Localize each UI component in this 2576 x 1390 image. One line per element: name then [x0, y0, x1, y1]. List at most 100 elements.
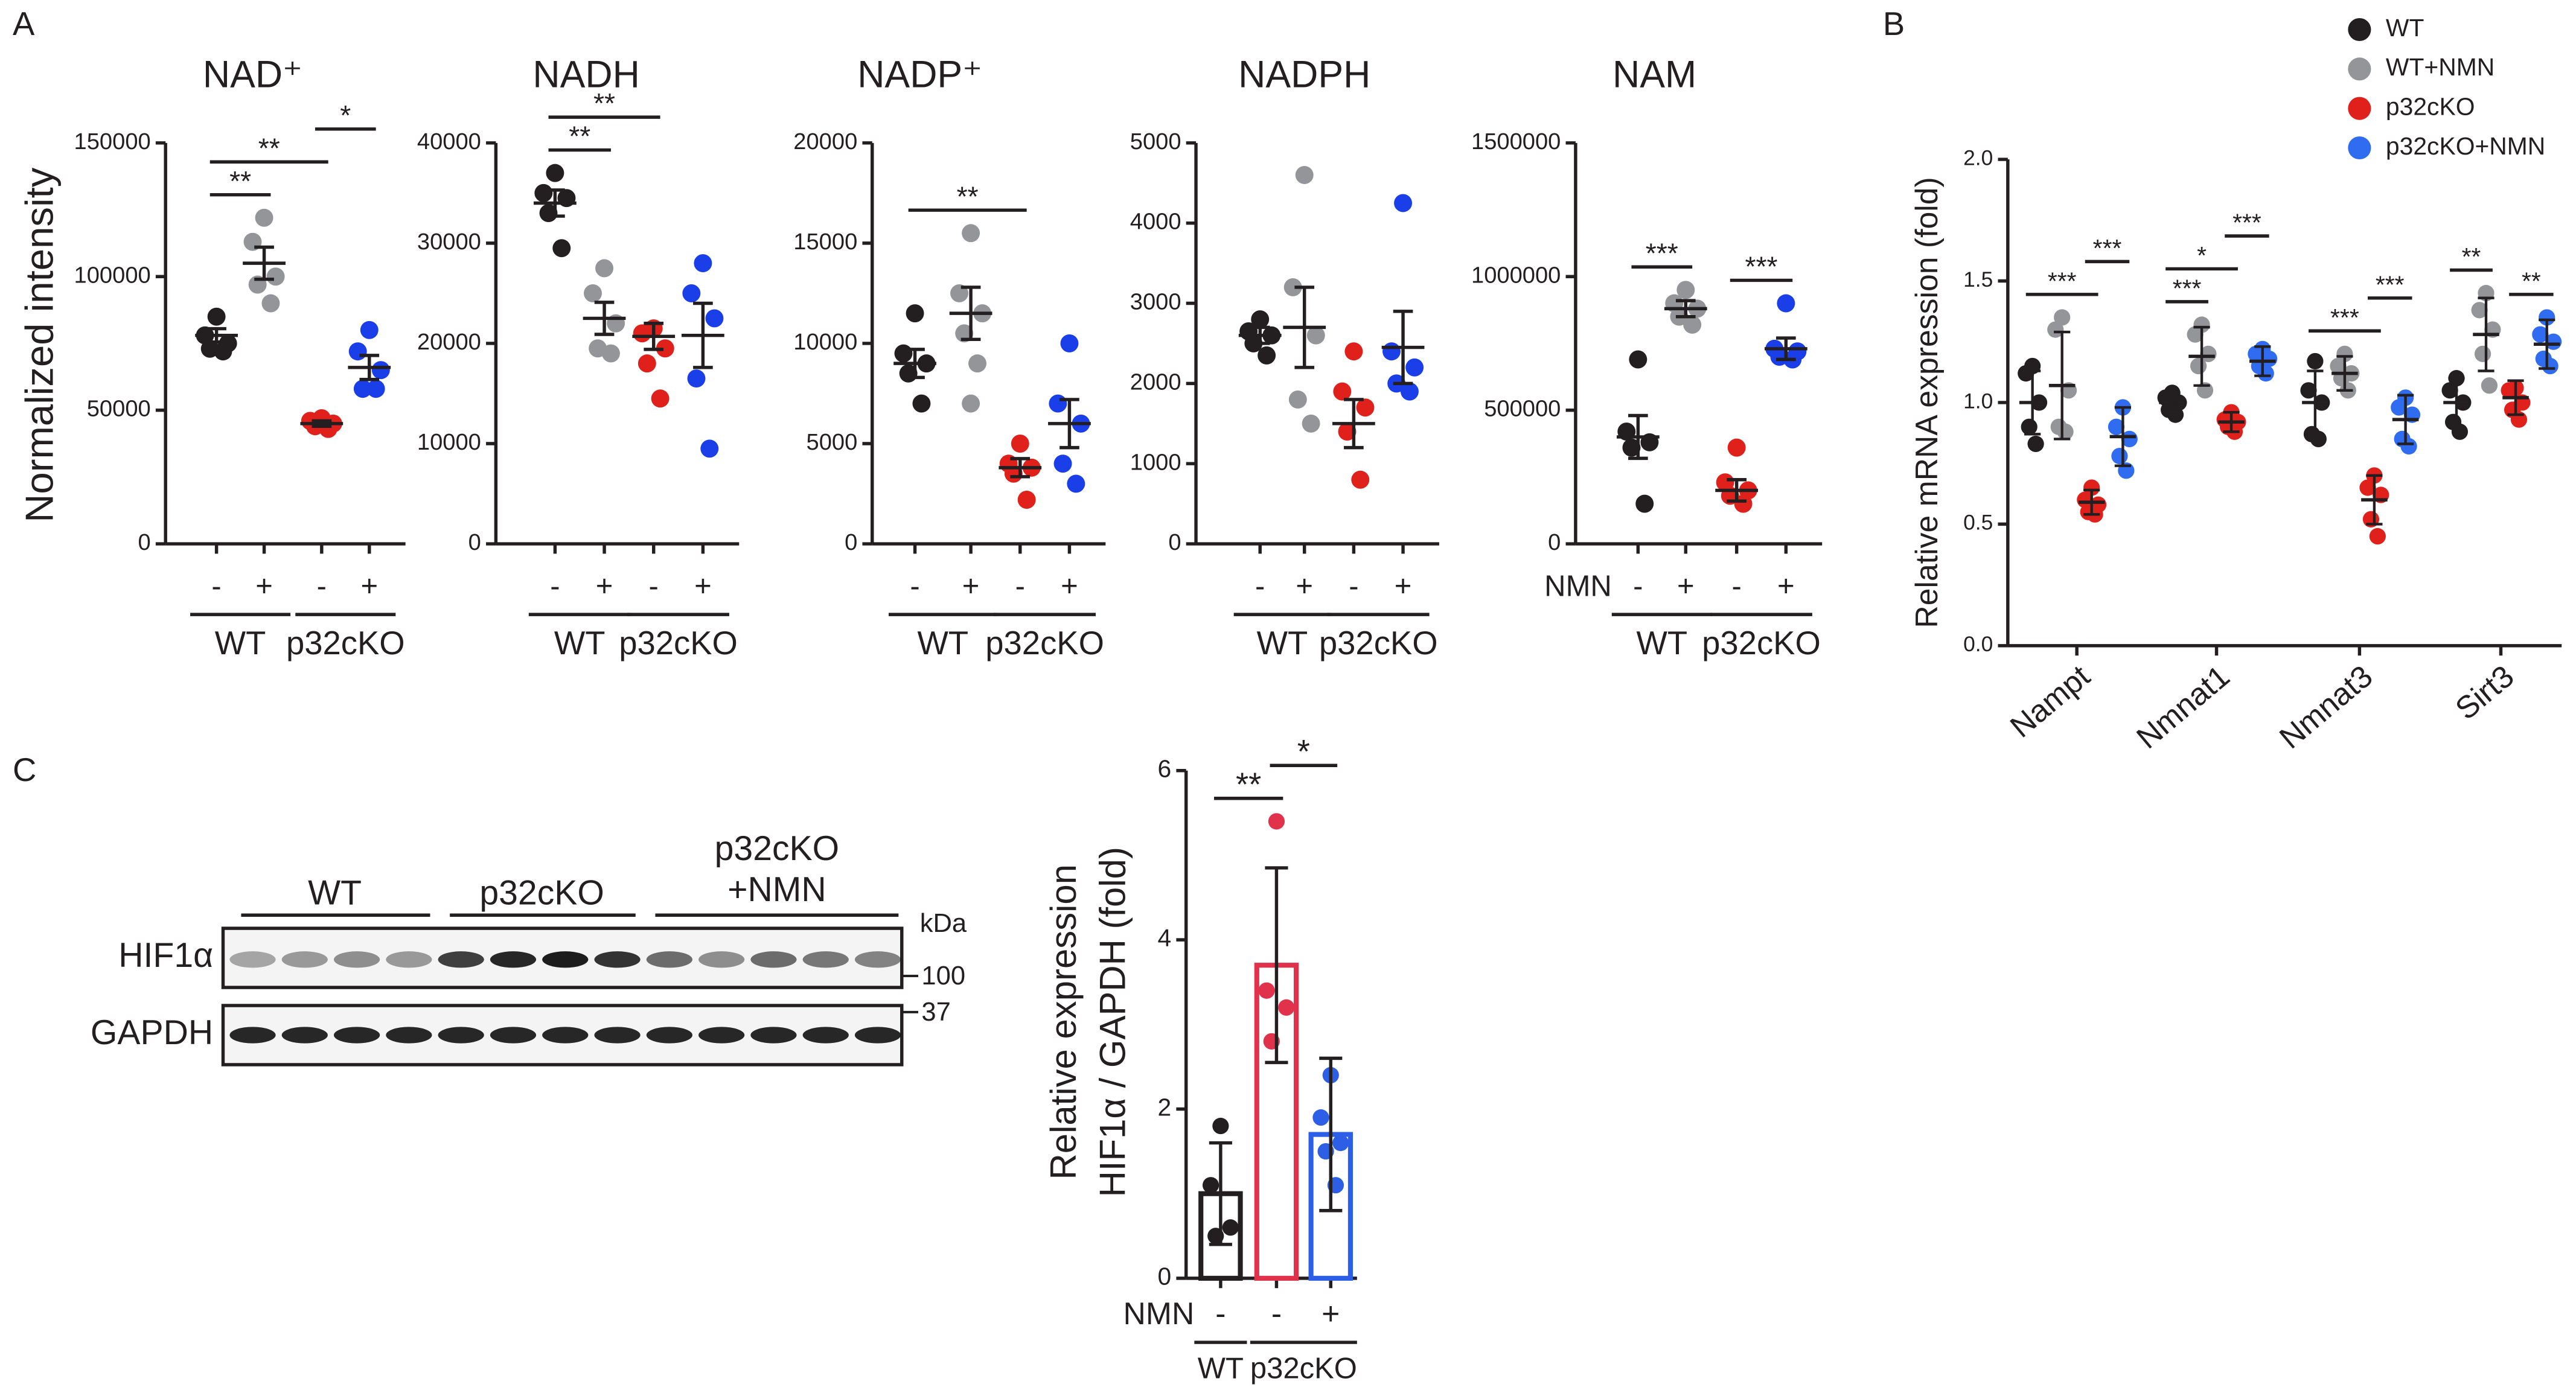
y-tick-label: 2 [1158, 1093, 1172, 1121]
data-point [2167, 406, 2184, 423]
y-tick-label: 4000 [1130, 209, 1181, 235]
band [281, 951, 328, 968]
data-point [1202, 1177, 1219, 1194]
data-point [2111, 447, 2128, 465]
significance-label: ** [2462, 243, 2481, 270]
y-tick-label: 0 [845, 530, 857, 555]
chart-title: NAM [1612, 53, 1696, 95]
x-tick-label: + [360, 570, 378, 602]
group-label: p32cKO [1319, 625, 1438, 662]
y-tick-label: 30000 [417, 229, 481, 255]
band [333, 1027, 380, 1044]
x-tick-label: - [649, 570, 659, 602]
data-point [1338, 422, 1357, 441]
band [386, 1027, 432, 1044]
band [438, 1027, 484, 1044]
data-point [1734, 494, 1753, 513]
y-tick-label: 1000000 [1471, 263, 1561, 288]
group-label: WT [1257, 625, 1308, 662]
data-point [353, 380, 372, 398]
row-label: HIF1α [118, 936, 213, 975]
y-tick-label: 0 [1548, 530, 1561, 555]
x-tick-label: - [1271, 1296, 1282, 1331]
y-tick-label: 2000 [1130, 369, 1181, 395]
y-tick-label: 10000 [793, 330, 857, 355]
group-label: WT [918, 625, 969, 662]
y-tick-label: 1.0 [1963, 389, 1993, 413]
x-tick-label: - [1732, 570, 1742, 602]
y-axis-label: Relative mRNA expression (fold) [1909, 177, 1944, 628]
significance-label: ** [258, 132, 280, 164]
data-point [2021, 418, 2037, 435]
marker-label: 100 [921, 961, 965, 990]
band [698, 1027, 745, 1044]
y-tick-label: 0.5 [1963, 511, 1993, 535]
data-point [360, 320, 379, 339]
x-tick-label: - [1215, 1296, 1226, 1331]
data-point [2190, 357, 2207, 375]
data-point [1017, 491, 1036, 509]
band [438, 951, 484, 968]
x-tick-label: + [1395, 570, 1412, 602]
data-point [2545, 333, 2562, 350]
group-label: p32cKO [985, 625, 1104, 662]
legend-label: p32cKO+NMN [2386, 132, 2545, 160]
band [750, 1027, 797, 1044]
y-tick-label: 0 [1168, 530, 1181, 555]
x-tick-label: + [596, 570, 613, 602]
data-point [1306, 326, 1325, 345]
data-point [2359, 479, 2376, 496]
legend-label: WT+NMN [2386, 53, 2495, 81]
data-point [2336, 345, 2353, 362]
x-tick-label: + [255, 570, 273, 602]
x-tick-label: + [1677, 570, 1695, 602]
significance-label: * [2197, 241, 2207, 269]
legend-label: p32cKO [2386, 92, 2475, 120]
y-tick-label: 5000 [806, 430, 857, 455]
data-point [266, 267, 285, 286]
significance-label: ** [593, 88, 615, 119]
y-tick-label: 5000 [1130, 129, 1181, 155]
data-point [682, 284, 701, 302]
data-point [906, 304, 924, 323]
data-point [534, 183, 553, 202]
data-point [552, 239, 571, 258]
band [281, 1027, 328, 1044]
y-tick-label: 40000 [417, 129, 481, 155]
band [802, 1027, 849, 1044]
y-tick-label: 1.5 [1963, 268, 1993, 292]
data-point [2441, 382, 2458, 399]
data-point [2018, 365, 2034, 382]
group-label: p32cKO [619, 625, 738, 662]
x-tick-label: + [1322, 1296, 1340, 1331]
data-point [1212, 1117, 1229, 1135]
significance-label: ** [957, 180, 979, 212]
group-label: p32cKO [1250, 1352, 1357, 1385]
y-tick-label: 20000 [417, 330, 481, 355]
x-tick-label: Nampt [2003, 658, 2096, 744]
legend-marker [2348, 136, 2371, 160]
group-label: WT [1198, 1352, 1244, 1385]
panel-label: C [13, 751, 36, 788]
data-point [348, 342, 367, 361]
data-point [1727, 438, 1746, 457]
data-point [1011, 435, 1029, 453]
band [594, 951, 641, 968]
lane-group-label: p32cKO [479, 874, 604, 913]
data-point [633, 324, 651, 343]
significance-label: * [1297, 733, 1310, 770]
x-tick-label: Nmnat1 [2130, 658, 2236, 756]
significance-label: *** [2232, 209, 2261, 237]
data-point [601, 344, 620, 363]
data-point [584, 284, 602, 302]
data-point [261, 294, 280, 313]
group-label: p32cKO [286, 625, 405, 662]
data-point [1629, 350, 1648, 369]
data-point [2121, 430, 2138, 447]
y-tick-label: 0.0 [1963, 633, 1993, 656]
x-tick-label: - [550, 570, 560, 602]
group-label: WT [1636, 625, 1687, 662]
band [229, 1027, 276, 1044]
data-point [2539, 309, 2555, 326]
data-point [207, 307, 226, 326]
